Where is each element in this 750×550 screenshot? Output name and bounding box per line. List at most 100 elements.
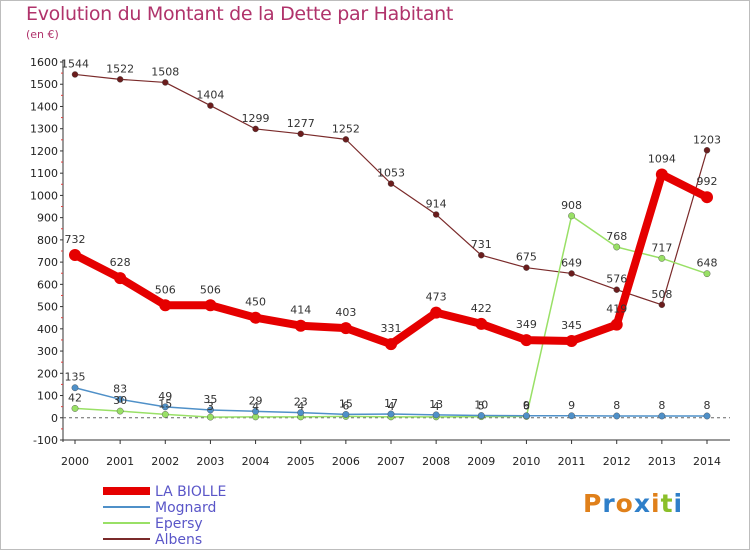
data-label-mognard: 8: [613, 399, 620, 412]
data-label-la-biolle: 732: [65, 233, 86, 246]
data-label-albens: 1203: [693, 133, 721, 146]
data-label-mognard: 29: [249, 394, 263, 407]
x-tick-label: 2003: [196, 455, 224, 468]
data-label-epersy: 42: [68, 391, 82, 404]
x-tick-label: 2000: [61, 455, 89, 468]
x-tick-label: 2007: [377, 455, 405, 468]
data-point-la-biolle: [475, 317, 488, 330]
y-tick-label: 400: [37, 323, 58, 336]
data-label-albens: 1252: [332, 122, 360, 135]
x-tick-label: 2001: [106, 455, 134, 468]
data-label-la-biolle: 414: [290, 304, 311, 317]
data-label-albens: 1053: [377, 167, 405, 180]
data-point-la-biolle: [385, 338, 397, 351]
x-tick-label: 2009: [467, 455, 495, 468]
data-point-la-biolle: [430, 306, 443, 319]
logo-letter: x: [633, 489, 651, 518]
data-point-mognard: [252, 407, 259, 415]
data-label-albens: 576: [606, 273, 627, 286]
x-tick-label: 2004: [242, 455, 270, 468]
series-line-epersy: [74, 215, 708, 418]
y-tick-label: 1600: [30, 56, 58, 69]
data-label-mognard: 9: [523, 399, 530, 412]
data-point-la-biolle: [339, 322, 352, 335]
data-label-epersy: 4: [433, 400, 440, 413]
data-point-albens: [703, 147, 711, 154]
data-point-la-biolle: [114, 272, 127, 285]
data-point-la-biolle: [520, 334, 533, 347]
data-label-mognard: 17: [384, 397, 398, 410]
series-line-la-biolle: [71, 170, 711, 349]
logo-letter: t: [660, 489, 674, 518]
legend-label: Albens: [155, 532, 202, 548]
data-label-epersy: 15: [158, 397, 172, 410]
data-point-albens: [613, 286, 620, 293]
logo-letter: P: [583, 489, 603, 518]
data-label-epersy: 6: [342, 399, 349, 412]
data-point-albens: [297, 130, 304, 138]
data-label-la-biolle: 422: [471, 302, 492, 315]
data-label-albens: 914: [426, 198, 447, 211]
data-point-la-biolle: [249, 311, 262, 324]
data-label-la-biolle: 506: [200, 283, 221, 296]
data-label-epersy: 3: [207, 400, 214, 413]
data-point-mognard: [432, 411, 440, 419]
x-tick-label: 2013: [648, 455, 676, 468]
data-point-mognard: [658, 412, 666, 420]
chart-title: Evolution du Montant de la Dette par Hab…: [26, 3, 454, 25]
data-label-albens: 675: [516, 251, 537, 264]
data-label-la-biolle: 506: [155, 283, 176, 296]
data-point-albens: [162, 79, 169, 86]
data-label-albens: 508: [651, 288, 672, 301]
data-label-epersy: 4: [388, 400, 395, 413]
x-tick-label: 2008: [422, 455, 450, 468]
data-label-mognard: 8: [658, 399, 665, 412]
data-label-la-biolle: 419: [606, 303, 627, 316]
data-label-mognard: 15: [339, 397, 353, 410]
data-label-epersy: 717: [651, 241, 672, 254]
data-label-mognard: 35: [203, 393, 217, 406]
y-tick-label: 900: [37, 212, 58, 225]
data-label-la-biolle: 450: [245, 296, 266, 309]
data-point-albens: [342, 136, 350, 143]
data-point-albens: [523, 264, 530, 271]
series-lines: [71, 73, 711, 418]
legend-label: Mognard: [155, 500, 216, 516]
data-label-mognard: 83: [113, 382, 127, 395]
y-tick-label: 200: [37, 367, 58, 380]
x-tick-label: 2011: [558, 455, 586, 468]
data-point-mognard: [613, 412, 621, 420]
data-point-epersy: [71, 405, 79, 412]
data-point-mognard: [568, 412, 575, 420]
data-point-la-biolle: [204, 299, 217, 312]
y-tick-label: 100: [37, 390, 58, 403]
y-tick-label: 1200: [30, 145, 58, 158]
data-point-mognard: [477, 412, 485, 419]
data-point-albens: [478, 252, 485, 259]
data-label-epersy: 768: [606, 230, 627, 243]
data-point-albens: [387, 180, 395, 187]
data-point-mognard: [703, 412, 711, 420]
data-point-albens: [252, 125, 259, 133]
data-label-la-biolle: 628: [110, 256, 131, 269]
legend-label: LA BIOLLE: [155, 484, 226, 500]
data-label-albens: 649: [561, 256, 582, 269]
data-label-mognard: 23: [294, 396, 308, 409]
data-point-la-biolle: [294, 319, 307, 332]
data-label-la-biolle: 992: [697, 175, 718, 188]
data-point-albens: [658, 301, 666, 309]
logo-letter: i: [673, 489, 684, 518]
x-tick-label: 2012: [603, 455, 631, 468]
x-tick-label: 2006: [332, 455, 360, 468]
x-tick-label: 2005: [287, 455, 315, 468]
y-tick-label: 700: [37, 256, 58, 269]
data-label-albens: 1508: [151, 65, 179, 78]
data-point-la-biolle: [159, 299, 172, 312]
data-point-epersy: [161, 411, 169, 418]
data-point-albens: [207, 102, 214, 109]
y-tick-label: 500: [37, 301, 58, 314]
data-point-mognard: [71, 384, 79, 392]
chart-axes: -100 0 100 200 300 400 500 600 700 800 900 1000 1100…: [30, 56, 730, 468]
data-label-albens: 1522: [106, 62, 134, 75]
